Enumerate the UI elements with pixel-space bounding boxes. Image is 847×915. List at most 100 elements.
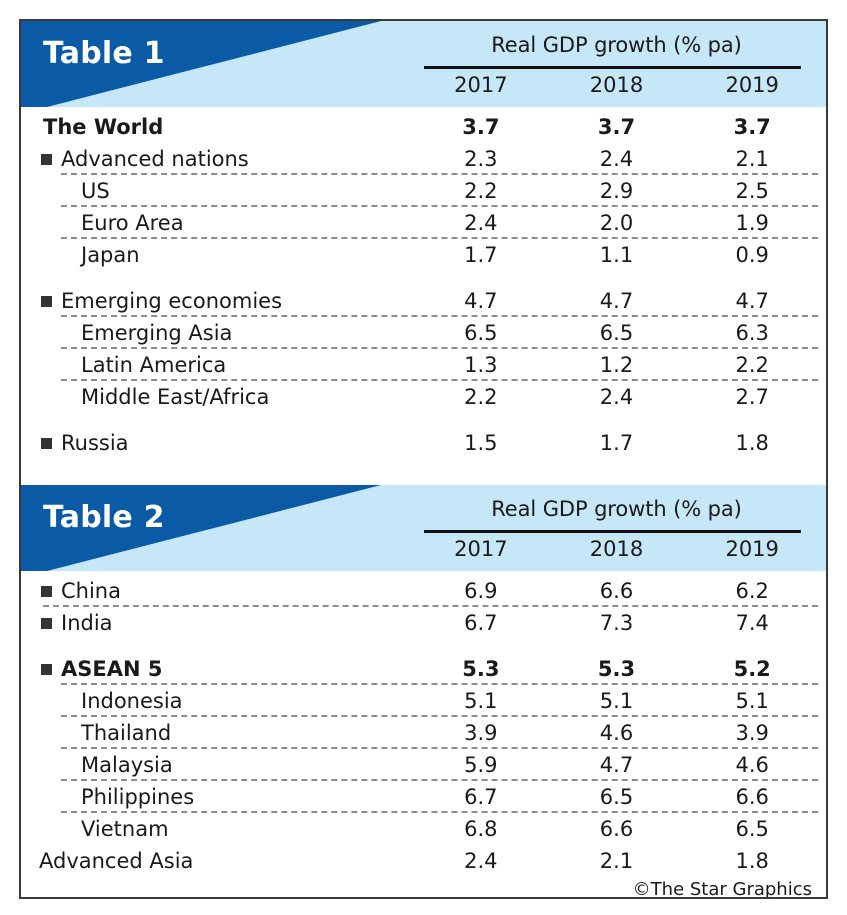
table-1-header: Table 1 Real GDP growth (% pa) 2017 2018… [21, 21, 826, 107]
table-2-year-headers: 2017 2018 2019 [413, 537, 820, 561]
square-bullet-icon [41, 296, 52, 307]
cell-2017: 1.3 [464, 353, 498, 377]
row-label: Emerging economies [61, 289, 283, 313]
cell-2018: 4.7 [599, 753, 634, 777]
table-row: Russia 1.5 1.7 1.8 [21, 427, 826, 459]
cell-2019: 5.1 [735, 689, 769, 713]
table-2-block: Table 2 Real GDP growth (% pa) 2017 2018… [21, 485, 826, 899]
cell-2018: 2.4 [599, 385, 634, 409]
table-row: Philippines 6.7 6.5 6.6 [21, 781, 826, 813]
row-label-wrap: Advanced nations [21, 147, 413, 171]
table-1-title: Table 1 [43, 36, 165, 71]
row-values: 2.2 2.9 2.5 [413, 179, 826, 203]
cell-2017: 1.5 [464, 431, 498, 455]
cell-2018: 2.4 [599, 147, 634, 171]
row-values: 6.9 6.6 6.2 [413, 579, 826, 603]
cell-2019: 3.7 [733, 115, 771, 139]
cell-2019: 1.9 [735, 211, 769, 235]
cell-2017: 5.9 [464, 753, 498, 777]
cell-2017: 6.8 [464, 817, 498, 841]
row-label: Malaysia [81, 753, 173, 777]
square-bullet-icon [41, 438, 52, 449]
table-row: Advanced nations 2.3 2.4 2.1 [21, 143, 826, 175]
cell-2019: 2.5 [735, 179, 769, 203]
cell-2018: 6.6 [599, 579, 634, 603]
square-bullet-icon [41, 664, 52, 675]
cell-2019: 7.4 [735, 611, 769, 635]
row-values: 2.3 2.4 2.1 [413, 147, 826, 171]
cell-2017: 4.7 [464, 289, 498, 313]
row-label: Euro Area [81, 211, 184, 235]
cell-2019: 1.8 [735, 849, 769, 873]
table-row: Advanced Asia 2.4 2.1 1.8 [21, 845, 826, 877]
cell-2017: 3.9 [464, 721, 498, 745]
row-label-wrap: Emerging economies [21, 289, 413, 313]
cell-2018: 1.2 [599, 353, 634, 377]
table-1-year-headers: 2017 2018 2019 [413, 73, 820, 97]
cell-2017: 2.4 [464, 849, 498, 873]
cell-2017: 6.9 [464, 579, 498, 603]
diagonal-accent-shape [21, 21, 381, 107]
cell-2019: 3.9 [735, 721, 769, 745]
table-1-metric-label: Real GDP growth (% pa) [491, 33, 742, 57]
cell-2019: 1.8 [735, 431, 769, 455]
cell-2019: 2.7 [735, 385, 769, 409]
cell-2017: 2.4 [464, 211, 498, 235]
row-values: 1.3 1.2 2.2 [413, 353, 826, 377]
table-row: China 6.9 6.6 6.2 [21, 575, 826, 607]
cell-2019: 4.6 [735, 753, 769, 777]
table-separator-gap [21, 475, 826, 485]
table-row: The World 3.7 3.7 3.7 [21, 111, 826, 143]
credit-line: ©The Star Graphics [632, 879, 812, 899]
table-2-metric-label: Real GDP growth (% pa) [491, 497, 742, 521]
row-values: 5.3 5.3 5.2 [413, 657, 826, 681]
cell-2017: 1.7 [464, 243, 498, 267]
table-row: ASEAN 5 5.3 5.3 5.2 [21, 653, 826, 685]
row-values: 2.2 2.4 2.7 [413, 385, 826, 409]
row-label: Middle East/Africa [81, 385, 270, 409]
cell-2017: 2.3 [464, 147, 498, 171]
table-row: Thailand 3.9 4.6 3.9 [21, 717, 826, 749]
table-2-year-2017: 2017 [454, 537, 508, 561]
row-values: 4.7 4.7 4.7 [413, 289, 826, 313]
cell-2018: 2.9 [599, 179, 634, 203]
row-label: Advanced nations [61, 147, 249, 171]
cell-2018: 4.7 [599, 289, 634, 313]
row-values: 6.7 6.5 6.6 [413, 785, 826, 809]
table-row: India 6.7 7.3 7.4 [21, 607, 826, 639]
row-values: 3.7 3.7 3.7 [413, 115, 826, 139]
cell-2019: 6.2 [735, 579, 769, 603]
square-bullet-icon [41, 586, 52, 597]
diagonal-accent-shape [21, 485, 381, 571]
table-1-year-2017: 2017 [454, 73, 508, 97]
cell-2019: 2.2 [735, 353, 769, 377]
row-label-wrap: China [21, 579, 413, 603]
cell-2018: 6.5 [599, 321, 634, 345]
square-bullet-icon [41, 154, 52, 165]
cell-2019: 6.6 [735, 785, 769, 809]
cell-2019: 0.9 [735, 243, 769, 267]
row-values: 5.9 4.7 4.6 [413, 753, 826, 777]
row-values: 6.7 7.3 7.4 [413, 611, 826, 635]
cell-2019: 2.1 [735, 147, 769, 171]
table-1-year-2018: 2018 [589, 73, 644, 97]
table-1-body: The World 3.7 3.7 3.7 Advanced nations 2… [21, 107, 826, 475]
cell-2017: 2.2 [464, 179, 498, 203]
row-label: Philippines [81, 785, 195, 809]
table-row: Japan 1.7 1.1 0.9 [21, 239, 826, 271]
table-row: Malaysia 5.9 4.7 4.6 [21, 749, 826, 781]
cell-2017: 5.3 [462, 657, 500, 681]
table-2-title: Table 2 [43, 500, 165, 535]
row-label: ASEAN 5 [61, 657, 163, 681]
row-label: Advanced Asia [39, 849, 194, 873]
row-label: Vietnam [81, 817, 169, 841]
row-label: Indonesia [81, 689, 183, 713]
cell-2017: 2.2 [464, 385, 498, 409]
cell-2019: 6.3 [735, 321, 769, 345]
row-values: 5.1 5.1 5.1 [413, 689, 826, 713]
table-row: Middle East/Africa 2.2 2.4 2.7 [21, 381, 826, 413]
table-row: US 2.2 2.9 2.5 [21, 175, 826, 207]
cell-2019: 4.7 [735, 289, 769, 313]
cell-2018: 1.7 [599, 431, 634, 455]
row-label: US [81, 179, 110, 203]
